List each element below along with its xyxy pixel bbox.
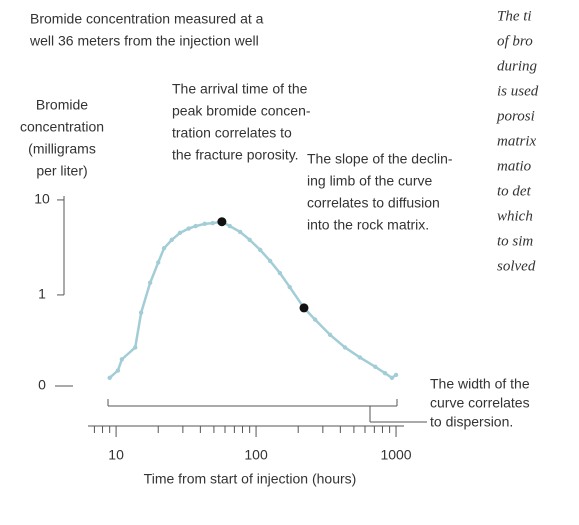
point [186, 226, 191, 231]
side-text: matrix [497, 133, 537, 149]
point [257, 247, 263, 253]
chart-title: Bromide concentration measured at a [30, 11, 264, 27]
highlight-point [299, 303, 309, 313]
annotation: peak bromide concen- [172, 103, 311, 119]
point [287, 284, 292, 290]
y-axis-label: Bromide [36, 97, 88, 113]
point [161, 246, 167, 251]
y-axis-label: per liter) [36, 163, 87, 179]
annotation: The arrival time of the [172, 81, 308, 97]
point [393, 372, 399, 378]
point [210, 220, 215, 226]
point [156, 260, 161, 265]
annotation: correlates to diffusion [307, 195, 440, 211]
point [247, 237, 252, 243]
point [115, 368, 121, 373]
y-tick-label: 1 [38, 286, 46, 302]
point [227, 223, 233, 229]
point [267, 258, 273, 264]
x-tick-label: 100 [244, 447, 268, 463]
chart-title: well 36 meters from the injection well [29, 33, 259, 49]
point [169, 237, 174, 243]
point [119, 357, 125, 362]
point [312, 317, 318, 322]
side-text: matio [497, 158, 532, 174]
point [193, 223, 198, 229]
point [138, 310, 144, 315]
x-tick-label: 1000 [380, 447, 411, 463]
side-text: solved [497, 258, 536, 274]
point [107, 375, 112, 381]
point [382, 371, 388, 376]
side-text: to det [497, 183, 532, 199]
highlight-point [217, 217, 227, 227]
annotation: tration correlates to [172, 125, 292, 141]
y-axis-label: concentration [20, 119, 104, 135]
side-text: porosi [496, 108, 535, 124]
point [277, 270, 283, 276]
annotation: curve correlates [430, 395, 530, 411]
dispersion-bracket [107, 399, 427, 423]
point [147, 280, 153, 286]
point [237, 229, 243, 235]
annotation: The width of the [430, 376, 530, 392]
point [357, 355, 363, 360]
point [389, 375, 395, 381]
annotation: The slope of the declin- [307, 151, 453, 167]
point [177, 230, 183, 236]
y-tick-label: 10 [34, 191, 50, 207]
x-tick-label: 10 [108, 447, 124, 463]
x-axis-label: Time from start of injection (hours) [144, 471, 357, 487]
point [133, 345, 138, 350]
side-text: to sim [497, 233, 533, 249]
point [373, 364, 378, 370]
side-text: which [497, 208, 533, 224]
annotation: into the rock matrix. [307, 217, 429, 233]
side-text: during [497, 58, 538, 74]
point [342, 345, 348, 350]
side-text: The ti [497, 8, 532, 24]
y-axis-label: (milligrams [28, 141, 96, 157]
line [108, 220, 397, 380]
annotation: the fracture porosity. [172, 147, 299, 163]
point [202, 221, 207, 227]
y-tick-label: 0 [38, 377, 46, 393]
point [327, 332, 333, 338]
side-text: is used [497, 83, 539, 99]
annotation: ing limb of the curve [307, 173, 432, 189]
side-text: of bro [497, 33, 533, 49]
annotation: to dispersion. [430, 414, 513, 430]
